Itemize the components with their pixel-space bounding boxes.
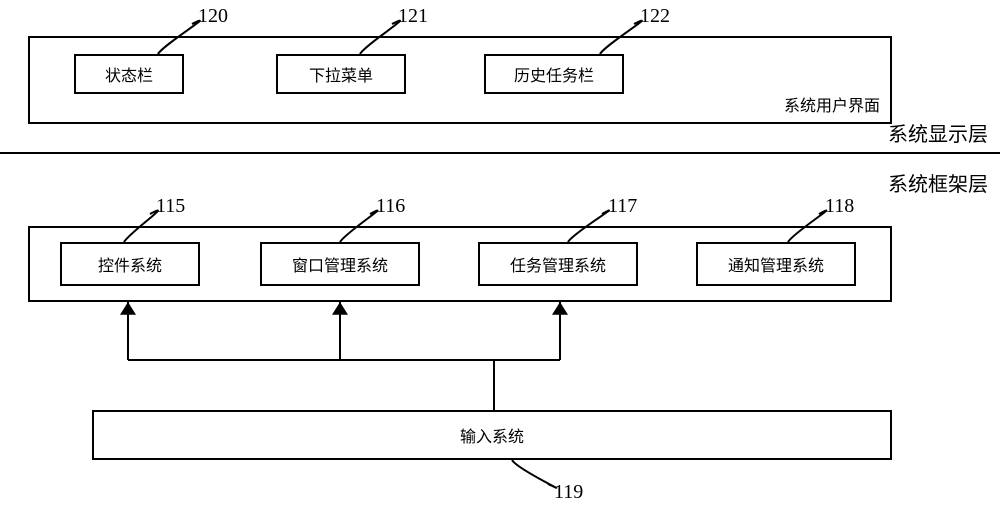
svg-text:122: 122 [640,5,670,27]
svg-text:117: 117 [608,195,637,217]
svg-text:119: 119 [554,481,583,503]
svg-text:121: 121 [398,5,428,27]
diagram-overlay: 120 121 122 115 116 117 118 119 [0,0,1000,511]
svg-text:115: 115 [156,195,185,217]
svg-text:118: 118 [825,195,854,217]
svg-text:120: 120 [198,5,228,27]
svg-text:116: 116 [376,195,405,217]
